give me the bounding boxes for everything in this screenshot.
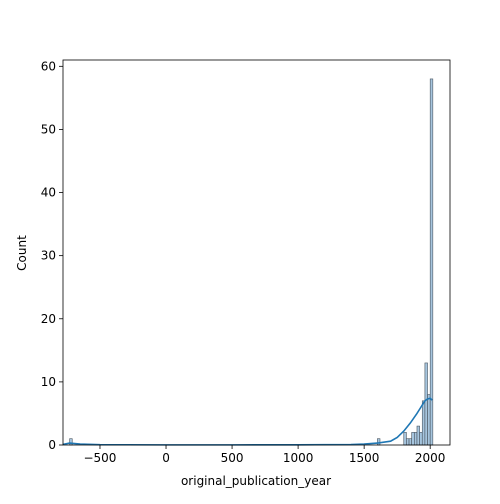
histogram-bar [403,432,407,446]
y-tick-label: 50 [41,122,56,136]
axes-frame [62,59,451,446]
y-tick-label: 40 [41,186,56,200]
histogram-bar [424,362,428,446]
histogram-bar [408,438,412,446]
histogram-bar [421,400,426,446]
y-axis-ticks: 0 10 20 30 40 50 60 [41,59,63,452]
x-tick-label: 0 [162,451,170,465]
y-tick-label: 10 [41,375,56,389]
histogram-bar [414,432,418,446]
histogram-bar [429,78,434,446]
x-axis-label: original_publication_year [181,474,331,488]
histogram-bar [411,432,415,446]
y-tick-label: 20 [41,312,56,326]
histogram-bar [419,432,423,446]
x-tick-label: −500 [83,451,116,465]
y-tick-label: 0 [48,438,56,452]
plot-border [62,59,451,446]
x-tick-label: 1000 [283,451,314,465]
histogram-bar [416,425,420,446]
x-axis-ticks: −500 0 500 1000 1500 2000 [83,445,445,465]
x-tick-label: 2000 [415,451,446,465]
histogram-bar [427,394,431,446]
y-tick-label: 30 [41,249,56,263]
y-tick-label: 60 [41,59,56,73]
y-axis-label: Count [15,235,29,271]
x-tick-label: 500 [221,451,244,465]
x-tick-label: 1500 [349,451,380,465]
histogram-bar [377,438,381,446]
histogram-bar [406,438,410,446]
